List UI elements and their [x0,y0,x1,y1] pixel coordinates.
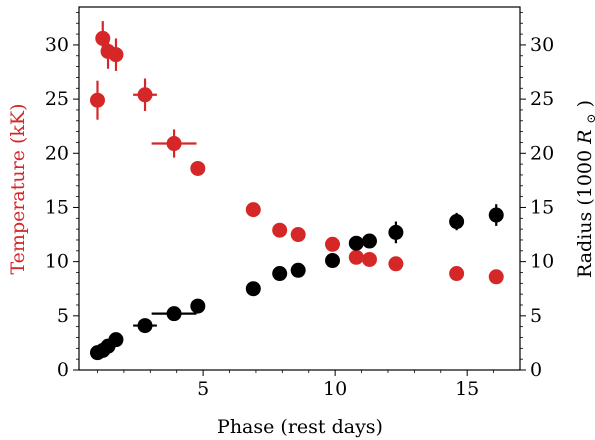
data-point [388,224,404,240]
data-point [449,266,465,282]
data-point [488,207,504,223]
data-point [245,281,261,297]
y-axis-right-label: Radius (1000 R ⊙ ) [574,100,595,278]
data-point [137,318,153,334]
data-point [108,332,124,348]
data-point [361,251,377,267]
data-point [89,92,105,108]
y-left-tick-label: 0 [57,359,69,381]
data-point [190,298,206,314]
y-left-tick-label: 10 [45,251,69,273]
major-ticks [73,44,526,376]
x-tick-label: 5 [197,378,209,400]
data-point [108,47,124,63]
x-tick-label: 15 [455,378,479,400]
y-left-tick-label: 20 [45,142,69,164]
data-point [348,249,364,265]
data-point [272,266,288,282]
data-point [325,236,341,252]
data-point [325,253,341,269]
y-right-tick-label: 10 [530,251,554,273]
y-right-tick-label: 25 [530,88,554,110]
data-point [166,136,182,152]
y-axis-right-label-suffix: ) [574,100,595,107]
y-right-tick-label: 5 [530,305,542,327]
data-point [290,227,306,243]
data-point [361,233,377,249]
y-left-tick-label: 5 [57,305,69,327]
y-axis-right-label-symbol: R [574,130,595,145]
y-left-tick-label: 15 [45,196,69,218]
plot-frame [78,6,521,371]
temperature-series [89,21,504,285]
x-axis-label: Phase (rest days) [217,416,383,438]
data-point [449,214,465,230]
y-right-tick-label: 15 [530,196,554,218]
y-left-tick-label: 30 [45,34,69,56]
y-right-tick-label: 20 [530,142,554,164]
data-point [245,202,261,218]
y-axis-right-label-prefix: Radius (1000 [574,144,595,278]
data-point [95,30,111,46]
tick-labels: 5 10 15 0 5 10 15 20 25 30 0 5 10 15 20 25 30 [45,34,554,400]
x-tick-label: 10 [323,378,347,400]
data-point [488,269,504,285]
data-point [190,160,206,176]
radius-series [89,204,504,361]
series-layer [89,21,504,361]
data-point [166,306,182,322]
y-right-tick-label: 0 [530,359,542,381]
y-axis-right-label-subscript: ⊙ [584,113,595,123]
y-axis-left-label: Temperature (kK) [7,103,29,274]
data-point [272,222,288,238]
y-right-tick-label: 30 [530,34,554,56]
data-point [348,235,364,251]
data-point [290,262,306,278]
data-point [388,256,404,272]
y-left-tick-label: 25 [45,88,69,110]
data-point [137,87,153,103]
